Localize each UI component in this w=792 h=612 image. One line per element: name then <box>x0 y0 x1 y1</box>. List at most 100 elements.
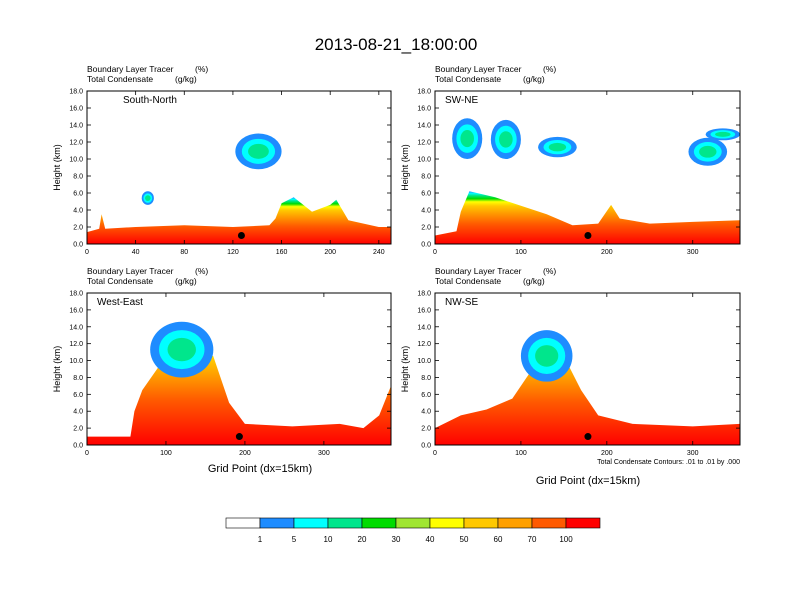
ytick-label: 10.0 <box>417 358 431 365</box>
colorbar-label: 5 <box>292 535 297 544</box>
ytick-label: 4.0 <box>421 208 431 215</box>
xtick-label: 200 <box>601 249 613 256</box>
ytick-label: 6.0 <box>421 392 431 399</box>
tracer-patch-inner <box>715 131 731 137</box>
panel-2: Boundary Layer Tracer (%) Total Condensate… <box>400 64 741 256</box>
panel-header-line1: Boundary Layer Tracer <box>435 266 522 276</box>
ytick-label: 14.0 <box>417 123 431 130</box>
colorbar-label: 70 <box>528 535 537 544</box>
ytick-label: 6.0 <box>73 191 83 198</box>
ytick-label: 0.0 <box>73 242 83 249</box>
ytick-label: 10.0 <box>69 157 83 164</box>
tracer-patch-inner <box>548 142 567 152</box>
ytick-label: 14.0 <box>69 324 83 331</box>
xtick-label: 300 <box>318 450 330 457</box>
ytick-label: 14.0 <box>69 123 83 130</box>
colorbar-swatch <box>293 517 329 529</box>
panel-header-line2: Total Condensate <box>435 74 501 84</box>
panel-header-line2: Total Condensate <box>435 276 501 286</box>
tracer-area <box>87 326 391 445</box>
panel-header-unit2: (g/kg) <box>175 276 197 286</box>
ylabel: Height (km) <box>400 144 410 191</box>
ytick-label: 4.0 <box>73 208 83 215</box>
panel-header-unit1: (%) <box>543 266 556 276</box>
figure-title: 2013-08-21_18:00:00 <box>315 35 478 54</box>
xtick-label: 40 <box>132 249 140 256</box>
panel-field <box>435 330 740 445</box>
panel-frame <box>86 90 392 245</box>
xtick-label: 200 <box>324 249 336 256</box>
colorbar-label: 40 <box>426 535 435 544</box>
tracer-patch-inner <box>535 345 559 367</box>
tracer-patch-inner <box>145 195 151 201</box>
colorbar-swatch <box>259 517 295 529</box>
tracer-patch-inner <box>460 130 474 148</box>
colorbar-label: 20 <box>358 535 367 544</box>
ytick-label: 12.0 <box>69 341 83 348</box>
colorbar-label: 10 <box>324 535 333 544</box>
ytick-label: 16.0 <box>417 106 431 113</box>
ytick-label: 8.0 <box>421 375 431 382</box>
panel-1: Boundary Layer Tracer (%) Total Condensate… <box>52 64 392 256</box>
colorbar-swatch <box>497 517 533 529</box>
panel-header-unit1: (%) <box>195 266 208 276</box>
xtick-label: 0 <box>433 249 437 256</box>
colorbar-swatch <box>565 517 601 529</box>
xtick-label: 240 <box>373 249 385 256</box>
colorbar-swatch <box>327 517 363 529</box>
xtick-label: 0 <box>85 249 89 256</box>
ytick-label: 8.0 <box>421 174 431 181</box>
panel-header-unit2: (g/kg) <box>175 74 197 84</box>
xtick-label: 100 <box>160 450 172 457</box>
ytick-label: 6.0 <box>73 392 83 399</box>
ytick-label: 12.0 <box>417 341 431 348</box>
colorbar-label: 50 <box>460 535 469 544</box>
location-marker <box>235 433 243 441</box>
xtick-label: 0 <box>433 450 437 457</box>
ytick-label: 10.0 <box>69 358 83 365</box>
ytick-label: 18.0 <box>69 89 83 96</box>
xtick-label: 300 <box>687 249 699 256</box>
xtick-label: 160 <box>276 249 288 256</box>
xlabel-right: Grid Point (dx=15km) <box>536 475 640 487</box>
location-marker <box>584 433 592 441</box>
panel-header-unit1: (%) <box>543 64 556 74</box>
ytick-label: 0.0 <box>421 242 431 249</box>
colorbar-swatch <box>463 517 499 529</box>
colorbar-label: 1 <box>258 535 263 544</box>
ytick-label: 8.0 <box>73 174 83 181</box>
colorbar-swatch <box>361 517 397 529</box>
panel-header-line1: Boundary Layer Tracer <box>435 64 522 74</box>
tracer-area <box>87 197 391 244</box>
ytick-label: 2.0 <box>421 225 431 232</box>
panel-label: NW-SE <box>445 297 478 308</box>
ytick-label: 18.0 <box>69 291 83 298</box>
xtick-label: 200 <box>601 450 613 457</box>
xtick-label: 300 <box>687 450 699 457</box>
tracer-area <box>435 331 740 445</box>
tracer-patch-inner <box>167 337 196 362</box>
ytick-label: 2.0 <box>421 426 431 433</box>
location-marker <box>237 232 245 239</box>
ytick-label: 18.0 <box>417 291 431 298</box>
ytick-label: 16.0 <box>69 307 83 314</box>
panel-field <box>87 133 391 244</box>
panel-header-line2: Total Condensate <box>87 74 153 84</box>
ytick-label: 2.0 <box>73 426 83 433</box>
colorbar: 1 5 10 20 30 40 50 60 70 100 <box>225 517 601 544</box>
panel-label: South-North <box>123 95 177 106</box>
ylabel: Height (km) <box>400 346 410 393</box>
panels: Boundary Layer Tracer (%) Total Condensate… <box>52 64 741 457</box>
contour-note: Total Condensate Contours: .01 to .01 by… <box>597 459 740 466</box>
ylabel: Height (km) <box>52 144 62 191</box>
colorbar-label: 100 <box>559 535 573 544</box>
panel-field <box>87 321 391 445</box>
xtick-label: 120 <box>227 249 239 256</box>
ytick-label: 8.0 <box>73 375 83 382</box>
ylabel: Height (km) <box>52 346 62 393</box>
colorbar-label: 60 <box>494 535 503 544</box>
ytick-label: 4.0 <box>421 409 431 416</box>
ytick-label: 0.0 <box>421 443 431 450</box>
colorbar-swatch <box>395 517 431 529</box>
